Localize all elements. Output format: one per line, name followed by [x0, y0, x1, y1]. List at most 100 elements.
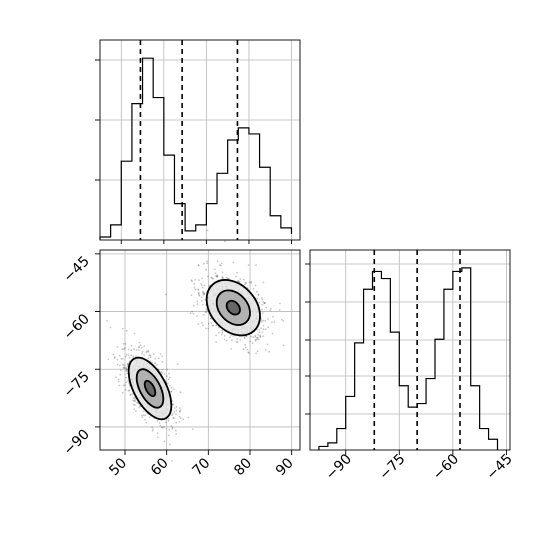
scatter-point [262, 281, 265, 284]
scatter-point [172, 416, 175, 419]
scatter-point [171, 460, 173, 462]
scatter-point [170, 425, 173, 427]
scatter-point [215, 334, 218, 337]
scatter-point [115, 376, 117, 379]
scatter-point [147, 357, 150, 360]
scatter-point [154, 362, 156, 364]
scatter-point [122, 348, 125, 350]
scatter-point [158, 422, 161, 424]
scatter-point [143, 354, 146, 356]
scatter-point [149, 356, 152, 359]
scatter-point [200, 300, 203, 302]
scatter-point [156, 364, 158, 366]
scatter-point [193, 282, 196, 285]
scatter-point [161, 371, 164, 374]
scatter-point [247, 351, 250, 354]
axes-frame [309, 249, 511, 451]
scatter-point [256, 336, 259, 339]
scatter-point [267, 318, 270, 320]
scatter-point [282, 344, 285, 347]
scatter-point [125, 366, 128, 369]
scatter-point [250, 280, 253, 283]
scatter-point [130, 354, 133, 357]
scatter-point [178, 410, 181, 413]
scatter-point [171, 427, 174, 430]
scatter-point [119, 369, 122, 372]
scatter-point [179, 391, 182, 394]
scatter-point [260, 327, 262, 330]
scatter-point [208, 285, 210, 287]
scatter-point [262, 328, 265, 330]
scatter-point [133, 408, 136, 411]
scatter-point [225, 276, 228, 279]
scatter-point [167, 378, 170, 381]
scatter-point [138, 341, 141, 344]
scatter-point [229, 336, 231, 338]
scatter-point [191, 280, 193, 282]
scatter-point [243, 336, 246, 338]
scatter-point [259, 334, 261, 337]
scatter-point [215, 275, 218, 278]
scatter-point [248, 352, 250, 354]
histogram-step [318, 267, 499, 450]
scatter-point [145, 351, 148, 354]
scatter-point [201, 303, 204, 306]
scatter-point [197, 291, 200, 294]
scatter-point [125, 329, 128, 332]
scatter-point [256, 336, 259, 339]
scatter-point [212, 277, 215, 280]
scatter-point [171, 426, 174, 429]
y-tick-label: −60 [61, 311, 93, 343]
scatter-point [228, 277, 230, 280]
scatter-point [133, 400, 136, 402]
scatter-point [247, 264, 250, 266]
scatter-point [221, 277, 224, 280]
scatter-point [196, 300, 199, 303]
scatter-point [221, 329, 224, 332]
scatter-point [145, 421, 148, 424]
scatter-point [126, 362, 129, 365]
scatter-point [216, 274, 219, 277]
scatter-point [127, 389, 130, 392]
scatter-point [141, 352, 143, 355]
scatter-point [197, 292, 200, 295]
scatter-point [207, 327, 210, 330]
scatter-point [134, 404, 136, 406]
scatter-point [172, 388, 175, 391]
scatter-point [269, 307, 272, 310]
scatter-point [118, 364, 121, 367]
scatter-point [179, 417, 182, 420]
scatter-point [144, 419, 146, 421]
scatter-point [196, 303, 199, 306]
scatter-point [235, 275, 238, 278]
scatter-point [168, 428, 171, 431]
scatter-point [122, 384, 125, 387]
scatter-point [106, 319, 108, 322]
scatter-point [152, 353, 155, 356]
y-tick-label: −45 [61, 253, 93, 285]
scatter-point [124, 384, 126, 386]
scatter-point [179, 411, 181, 413]
scatter-point [192, 313, 195, 315]
scatter-point [160, 426, 163, 428]
scatter-point [124, 355, 127, 358]
scatter-point [203, 284, 206, 287]
scatter-point [167, 382, 169, 385]
scatter-point [173, 407, 176, 409]
scatter-point [168, 376, 171, 379]
scatter-point [143, 345, 146, 348]
scatter-point [132, 355, 135, 358]
scatter-point [264, 320, 267, 322]
scatter-point [258, 329, 261, 331]
scatter-point [258, 331, 261, 334]
scatter-point [217, 332, 220, 334]
scatter-point [178, 421, 181, 423]
scatter-point [273, 321, 276, 323]
scatter-point [157, 436, 159, 439]
scatter-point [197, 323, 200, 325]
scatter-point [128, 389, 131, 392]
scatter-point [170, 390, 173, 393]
scatter-point [256, 350, 259, 353]
scatter-point [203, 292, 206, 295]
scatter-point [126, 368, 128, 371]
